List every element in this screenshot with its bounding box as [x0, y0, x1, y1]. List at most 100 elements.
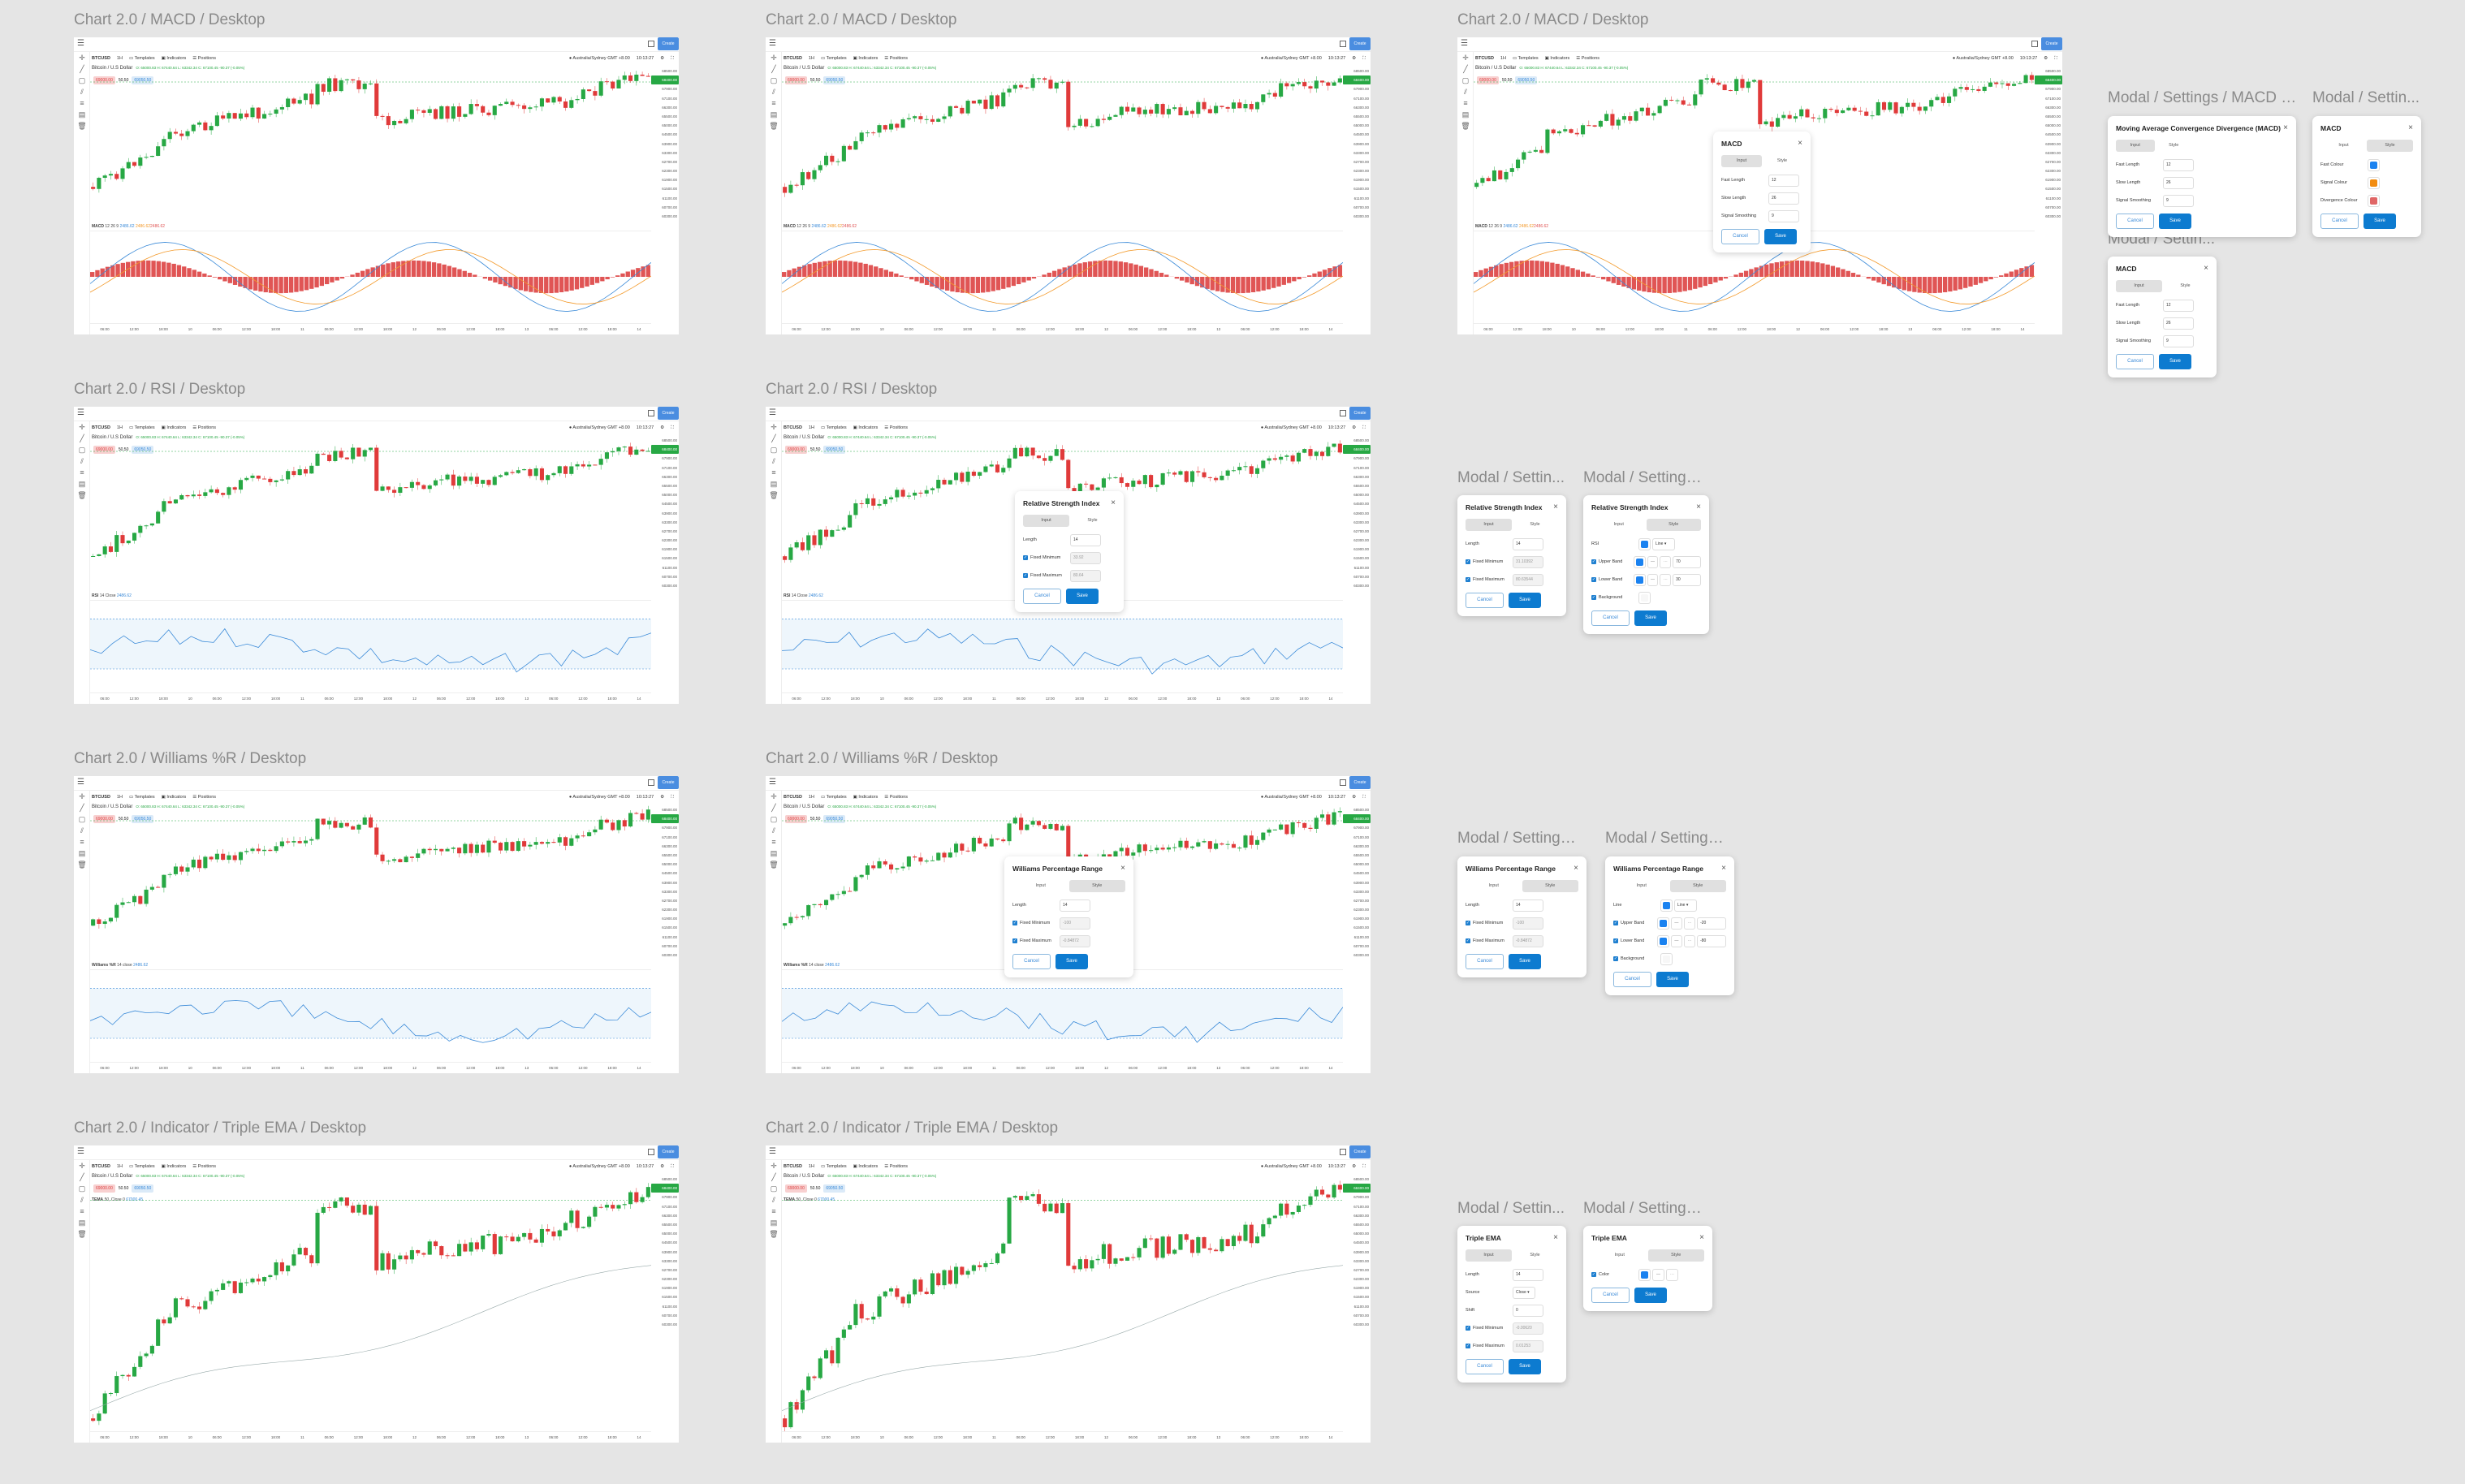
indicators-button[interactable]: ▣ Indicators: [1544, 56, 1570, 61]
line-style-dotted-icon[interactable]: ⋯: [1660, 573, 1672, 586]
length-input[interactable]: 14: [1513, 537, 1543, 550]
save-button[interactable]: Save: [1066, 589, 1099, 604]
create-button[interactable]: Create: [1349, 407, 1371, 420]
layout-icon[interactable]: [648, 41, 654, 47]
tab-input[interactable]: Input: [1023, 515, 1069, 527]
note-icon[interactable]: ▤: [78, 480, 86, 488]
trash-icon[interactable]: 🗑: [77, 861, 87, 869]
length-input[interactable]: 14: [1513, 1268, 1543, 1281]
line-style-solid-icon[interactable]: —: [1670, 917, 1682, 930]
create-button[interactable]: Create: [2041, 37, 2062, 50]
tab-style[interactable]: Style: [1068, 880, 1125, 892]
positions-button[interactable]: ☰ Positions: [192, 56, 217, 61]
price-plot[interactable]: [782, 436, 1343, 590]
indicator-pane[interactable]: [781, 600, 1344, 691]
fib-icon[interactable]: ≡: [1463, 99, 1468, 107]
rectangle-icon[interactable]: ▢: [78, 446, 86, 454]
indicator-pane[interactable]: [89, 231, 652, 321]
tab-input[interactable]: Input: [1035, 883, 1046, 888]
time-axis[interactable]: 06:00 12:00 18:00 10 06:00 12:00 18:00 11 06:00 1…: [1474, 323, 2035, 334]
sell-button[interactable]: 69000.00: [93, 1184, 115, 1193]
rectangle-icon[interactable]: ▢: [78, 1184, 86, 1193]
save-button[interactable]: Save: [2364, 214, 2396, 229]
note-icon[interactable]: ▤: [78, 1219, 86, 1227]
line-style-solid-icon[interactable]: —: [1670, 934, 1682, 947]
trend-line-icon[interactable]: ╱: [771, 434, 776, 442]
buy-button[interactable]: 69050.50: [823, 815, 846, 823]
interval-button[interactable]: 1H: [116, 795, 123, 800]
color-swatch[interactable]: [1638, 537, 1651, 550]
line-style-solid-icon[interactable]: —: [1647, 555, 1659, 568]
settings-icon[interactable]: ⚙: [660, 55, 665, 61]
length-input[interactable]: 14: [1513, 899, 1543, 912]
tab-input[interactable]: Input: [1721, 155, 1762, 167]
positions-button[interactable]: ☰ Positions: [884, 425, 909, 430]
price-plot[interactable]: [782, 805, 1343, 960]
buy-button[interactable]: 69050.50: [823, 446, 846, 454]
color-swatch[interactable]: [2368, 176, 2380, 189]
color-swatch[interactable]: [2368, 194, 2380, 207]
indicator-pane[interactable]: [89, 969, 652, 1060]
tab-input[interactable]: Input: [1488, 883, 1499, 888]
sell-button[interactable]: 69000.00: [1477, 76, 1499, 84]
symbol-label[interactable]: BTCUSD: [92, 795, 110, 800]
settings-icon[interactable]: ⚙: [1352, 425, 1357, 430]
indicators-button[interactable]: ▣ Indicators: [161, 56, 187, 61]
price-axis[interactable]: 68500.00 68400.00 67900.00 67100.00 66300.00…: [651, 67, 679, 323]
price-axis[interactable]: 68500.00 68400.00 67900.00 67100.00 66300.00…: [2035, 67, 2062, 323]
fullscreen-icon[interactable]: ⛶: [1362, 1163, 1366, 1169]
indicators-button[interactable]: ▣ Indicators: [161, 1164, 187, 1169]
indicators-button[interactable]: ▣ Indicators: [853, 56, 879, 61]
line-style-solid-icon[interactable]: —: [1647, 573, 1659, 586]
timezone-label[interactable]: ● Australia/Sydney GMT +8.00: [568, 794, 630, 800]
sell-button[interactable]: 69000.00: [785, 815, 807, 823]
indicators-button[interactable]: ▣ Indicators: [853, 1164, 879, 1169]
symbol-label[interactable]: BTCUSD: [784, 56, 802, 61]
fullscreen-icon[interactable]: ⛶: [1362, 425, 1366, 430]
timezone-label[interactable]: ● Australia/Sydney GMT +8.00: [568, 1163, 630, 1169]
interval-button[interactable]: 1H: [808, 56, 814, 61]
interval-button[interactable]: 1H: [116, 425, 123, 430]
positions-button[interactable]: ☰ Positions: [884, 795, 909, 800]
cancel-button[interactable]: Cancel: [1466, 593, 1504, 608]
menu-icon[interactable]: ☰: [77, 1147, 84, 1156]
price-axis[interactable]: 68500.00 68400.00 67900.00 67100.00 66300.00…: [1343, 67, 1371, 323]
indicators-button[interactable]: ▣ Indicators: [853, 795, 879, 800]
settings-icon[interactable]: ⚙: [660, 425, 665, 430]
checkbox-checked[interactable]: ✓: [1023, 573, 1028, 578]
line-style-dotted-icon[interactable]: ⋯: [1683, 917, 1696, 930]
brush-icon[interactable]: ⫽: [771, 457, 775, 465]
crosshair-icon[interactable]: ✛: [771, 54, 777, 62]
sell-button[interactable]: 69000.00: [93, 815, 115, 823]
fib-icon[interactable]: ≡: [771, 99, 776, 107]
settings-icon[interactable]: ⚙: [1352, 794, 1357, 800]
menu-icon[interactable]: ☰: [769, 39, 776, 48]
note-icon[interactable]: ▤: [78, 110, 86, 119]
positions-button[interactable]: ☰ Positions: [192, 425, 217, 430]
tab-input[interactable]: Input: [1636, 883, 1647, 888]
close-icon[interactable]: ×: [1798, 139, 1802, 148]
timezone-label[interactable]: ● Australia/Sydney GMT +8.00: [1260, 55, 1322, 61]
menu-icon[interactable]: ☰: [77, 39, 84, 48]
buy-button[interactable]: 69050.50: [132, 1184, 154, 1193]
tab-style[interactable]: Style: [1669, 880, 1726, 892]
tab-style[interactable]: Style: [2180, 283, 2191, 288]
crosshair-icon[interactable]: ✛: [79, 792, 85, 800]
cancel-button[interactable]: Cancel: [1466, 954, 1504, 969]
templates-button[interactable]: ▭ Templates: [128, 1164, 155, 1169]
slow-length-input[interactable]: 26: [2163, 176, 2194, 189]
fib-icon[interactable]: ≡: [771, 1207, 776, 1215]
rectangle-icon[interactable]: ▢: [770, 76, 778, 84]
layout-icon[interactable]: [648, 410, 654, 416]
cancel-button[interactable]: Cancel: [1613, 972, 1651, 987]
brush-icon[interactable]: ⫽: [771, 826, 775, 835]
source-select[interactable]: Close ▾: [1513, 1286, 1535, 1299]
checkbox-checked[interactable]: ✓: [1591, 577, 1596, 582]
create-button[interactable]: Create: [1349, 37, 1371, 50]
menu-icon[interactable]: ☰: [77, 778, 84, 787]
time-axis[interactable]: 06:00 12:00 18:00 10 06:00 12:00 18:00 11 06:00 1…: [90, 323, 651, 334]
time-axis[interactable]: 06:00 12:00 18:00 10 06:00 12:00 18:00 11 06:00 1…: [90, 1431, 651, 1443]
positions-button[interactable]: ☰ Positions: [884, 1164, 909, 1169]
close-icon[interactable]: ×: [1699, 1233, 1704, 1242]
rectangle-icon[interactable]: ▢: [770, 1184, 778, 1193]
